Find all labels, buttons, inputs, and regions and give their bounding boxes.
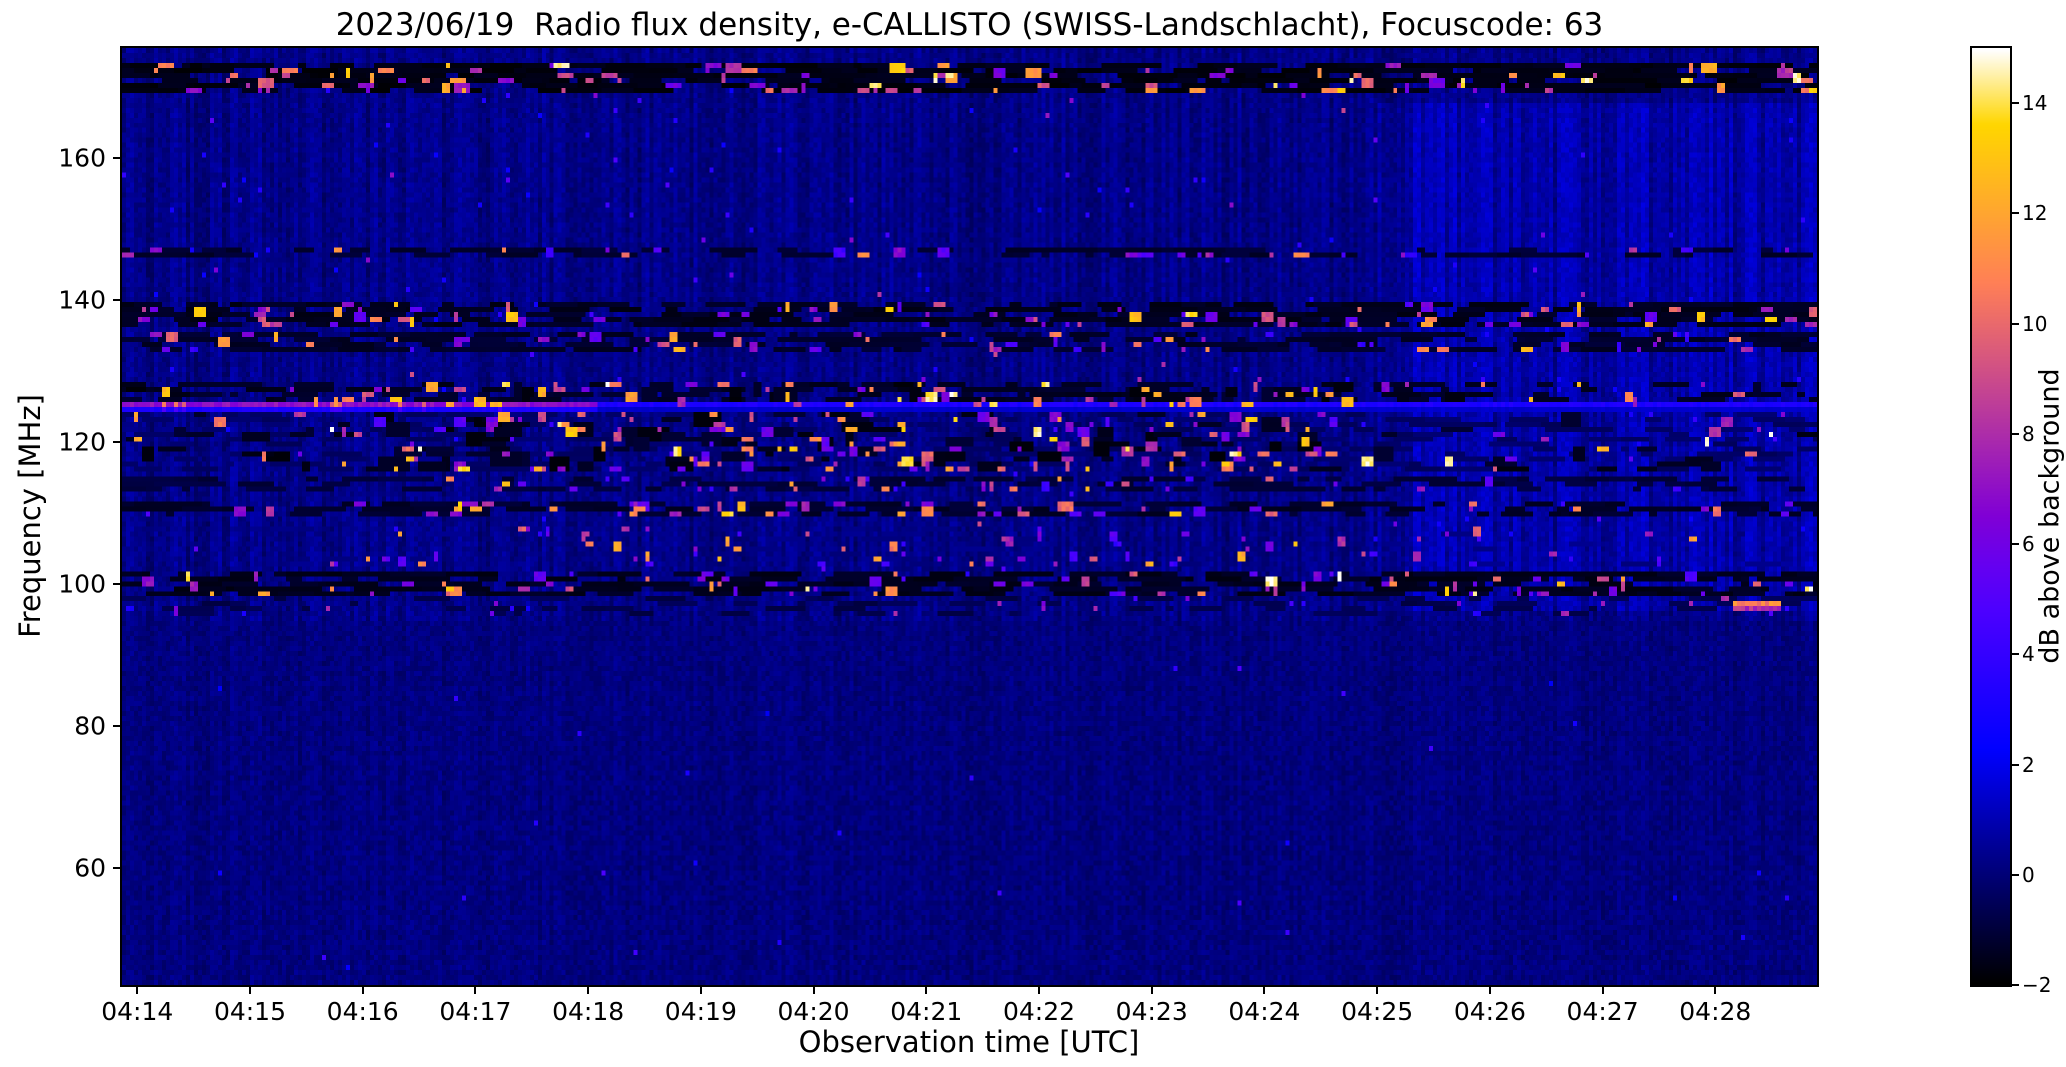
x-tick-label: 04:20 — [777, 997, 850, 1026]
x-tick-label: 04:19 — [664, 997, 737, 1026]
y-axis-label: Frequency [MHz] — [13, 394, 47, 638]
x-tick-mark — [699, 987, 702, 994]
x-axis-label: Observation time [UTC] — [798, 1025, 1140, 1059]
y-tick-mark — [113, 157, 120, 160]
x-tick-mark — [587, 987, 590, 994]
x-tick-mark — [248, 987, 251, 994]
y-tick-label: 120 — [58, 427, 106, 457]
colorbar-tick-label: 12 — [2022, 201, 2048, 226]
x-tick-mark — [1488, 987, 1491, 994]
x-tick-label: 04:24 — [1228, 997, 1301, 1026]
colorbar-tick-label: 0 — [2022, 862, 2035, 887]
colorbar-gradient — [1972, 48, 2010, 985]
y-tick-label: 80 — [74, 711, 106, 741]
y-tick-label: 100 — [58, 569, 106, 599]
chart-title: 2023/06/19 Radio flux density, e-CALLIST… — [335, 7, 1604, 43]
x-tick-label: 04:28 — [1679, 997, 1752, 1026]
y-tick-mark — [113, 866, 120, 869]
x-tick-label: 04:26 — [1453, 997, 1526, 1026]
x-tick-label: 04:25 — [1341, 997, 1414, 1026]
colorbar-tick-mark — [2012, 322, 2019, 325]
colorbar-tick-label: 2 — [2022, 752, 2035, 777]
x-tick-label: 04:22 — [1002, 997, 1076, 1026]
colorbar-tick-mark — [2012, 543, 2019, 546]
x-tick-mark — [1714, 987, 1717, 994]
x-tick-mark — [1263, 987, 1266, 994]
x-tick-mark — [474, 987, 477, 994]
x-tick-label: 04:16 — [326, 997, 399, 1026]
colorbar-tick-mark — [2012, 432, 2019, 435]
colorbar-tick-label: 10 — [2022, 311, 2048, 336]
y-tick-label: 160 — [58, 143, 106, 173]
y-tick-label: 140 — [58, 285, 106, 315]
x-tick-mark — [361, 987, 364, 994]
y-tick-mark — [113, 298, 120, 301]
spectrogram-canvas — [122, 48, 1817, 985]
x-tick-label: 04:15 — [213, 997, 286, 1026]
x-tick-mark — [1376, 987, 1379, 994]
x-tick-label: 04:27 — [1566, 997, 1639, 1026]
y-tick-mark — [113, 582, 120, 585]
y-tick-label: 60 — [74, 853, 106, 883]
colorbar-tick-label: −2 — [2022, 973, 2052, 997]
x-tick-label: 04:17 — [439, 997, 512, 1026]
x-tick-mark — [812, 987, 815, 994]
colorbar-tick-mark — [2012, 984, 2019, 986]
colorbar-tick-mark — [2012, 212, 2019, 215]
colorbar-tick-mark — [2012, 873, 2019, 876]
x-tick-label: 04:21 — [890, 997, 963, 1026]
colorbar-tick-label: 6 — [2022, 532, 2035, 557]
colorbar-label: dB above background — [2034, 368, 2066, 664]
x-tick-mark — [925, 987, 928, 994]
x-tick-label: 04:14 — [101, 997, 174, 1026]
colorbar-tick-mark — [2012, 102, 2019, 105]
colorbar-tick-label: 4 — [2022, 642, 2035, 667]
colorbar-tick-mark — [2012, 653, 2019, 656]
y-tick-mark — [113, 440, 120, 443]
x-tick-mark — [1150, 987, 1153, 994]
colorbar-tick-label: 8 — [2022, 421, 2035, 446]
colorbar-tick-mark — [2012, 763, 2019, 766]
x-tick-mark — [1601, 987, 1604, 994]
colorbar-tick-label: 14 — [2022, 91, 2048, 116]
x-tick-label: 04:18 — [552, 997, 625, 1026]
x-tick-mark — [136, 987, 139, 994]
x-tick-label: 04:23 — [1115, 997, 1188, 1026]
y-tick-mark — [113, 724, 120, 727]
x-tick-mark — [1037, 987, 1040, 994]
